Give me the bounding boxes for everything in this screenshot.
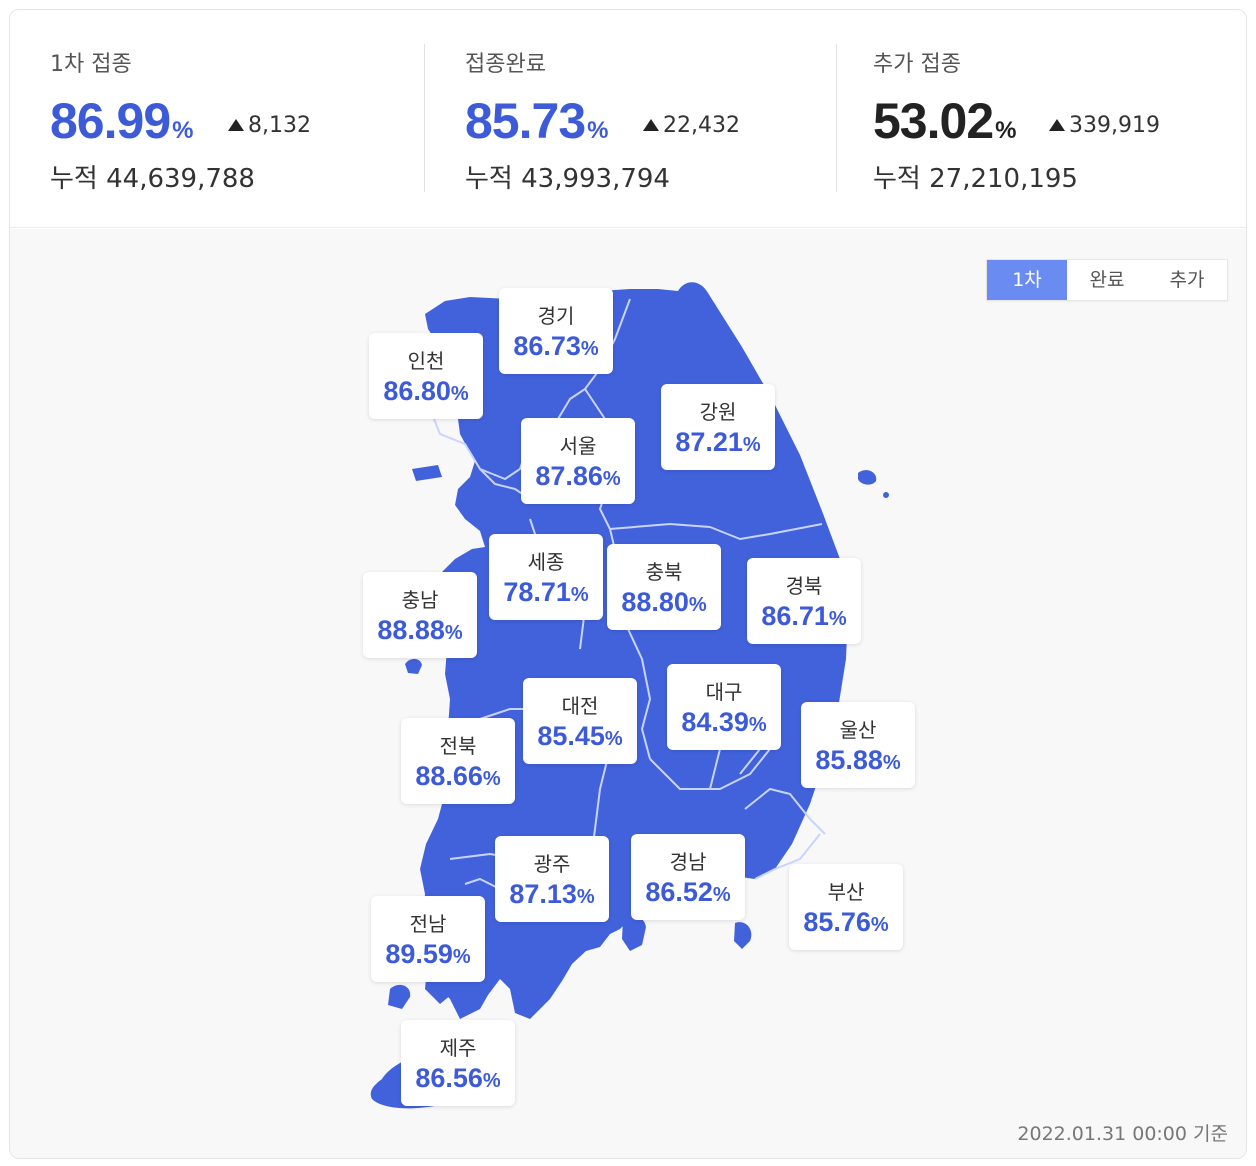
stat-label: 1차 접종 [50,52,132,77]
divider [836,44,837,192]
up-triangle-icon [1049,119,1065,131]
region-label-gyeongnam[interactable]: 경남 86.52% [631,834,745,920]
stat-label: 추가 접종 [873,52,961,77]
toggle-complete[interactable]: 완료 [1089,269,1125,291]
island-shape [388,984,411,1009]
region-label-incheon[interactable]: 인천 86.80% [369,333,483,419]
stat-total: 누적 27,210,195 [873,164,1078,194]
region-label-gyeonggi[interactable]: 경기 86.73% [499,288,613,374]
map-area: 1차 완료 추가 인천 86.80% 경기 86.73% 서울 87.86% 강원 87… [10,229,1246,1158]
stat-value: 86.99% [50,93,194,149]
stat-total: 누적 43,993,794 [465,164,670,194]
stat-delta: 8,132 [228,113,311,138]
region-label-gwangju[interactable]: 광주 87.13% [495,836,609,922]
up-triangle-icon [228,119,244,131]
up-triangle-icon [643,119,659,131]
region-label-daegu[interactable]: 대구 84.39% [667,664,781,750]
region-label-jeonbuk[interactable]: 전북 88.66% [401,718,515,804]
vaccination-card: 1차 접종 86.99% 8,132 누적 44,639,788 접종완료 85… [9,9,1247,1159]
stat-fully-vaccinated: 접종완료 85.73% 22,432 누적 43,993,794 [465,10,825,228]
island-shape [883,492,889,498]
stats-header: 1차 접종 86.99% 8,132 누적 44,639,788 접종완료 85… [10,10,1246,228]
region-label-gyeongbuk[interactable]: 경북 86.71% [747,558,861,644]
stat-total: 누적 44,639,788 [50,164,255,194]
island-shape [412,465,442,481]
timestamp-footer: 2022.01.31 00:00 기준 [1017,1123,1228,1145]
region-label-ulsan[interactable]: 울산 85.88% [801,702,915,788]
stat-booster: 추가 접종 53.02% 339,919 누적 27,210,195 [873,10,1233,228]
island-shape [622,915,646,951]
region-label-jeonnam[interactable]: 전남 89.59% [371,896,485,982]
region-label-busan[interactable]: 부산 85.76% [789,864,903,950]
island-shape [405,658,422,674]
stat-value: 85.73% [465,93,609,149]
toggle-booster[interactable]: 추가 [1169,269,1205,291]
toggle-first-dose[interactable]: 1차 [987,260,1067,300]
region-label-jeju[interactable]: 제주 86.56% [401,1020,515,1106]
island-shape [734,922,752,949]
region-label-gangwon[interactable]: 강원 87.21% [661,384,775,470]
region-label-chungbuk[interactable]: 충북 88.80% [607,544,721,630]
stat-first-dose: 1차 접종 86.99% 8,132 누적 44,639,788 [50,10,410,228]
stat-delta: 339,919 [1049,113,1160,138]
island-shape [858,470,877,485]
stat-delta: 22,432 [643,113,740,138]
stat-label: 접종완료 [465,52,546,77]
region-label-seoul[interactable]: 서울 87.86% [521,418,635,504]
region-label-daejeon[interactable]: 대전 85.45% [523,678,637,764]
region-label-sejong[interactable]: 세종 78.71% [489,534,603,620]
region-label-chungnam[interactable]: 충남 88.88% [363,572,477,658]
dose-toggle: 1차 완료 추가 [986,259,1228,301]
divider [424,44,425,192]
stat-value: 53.02% [873,93,1017,149]
